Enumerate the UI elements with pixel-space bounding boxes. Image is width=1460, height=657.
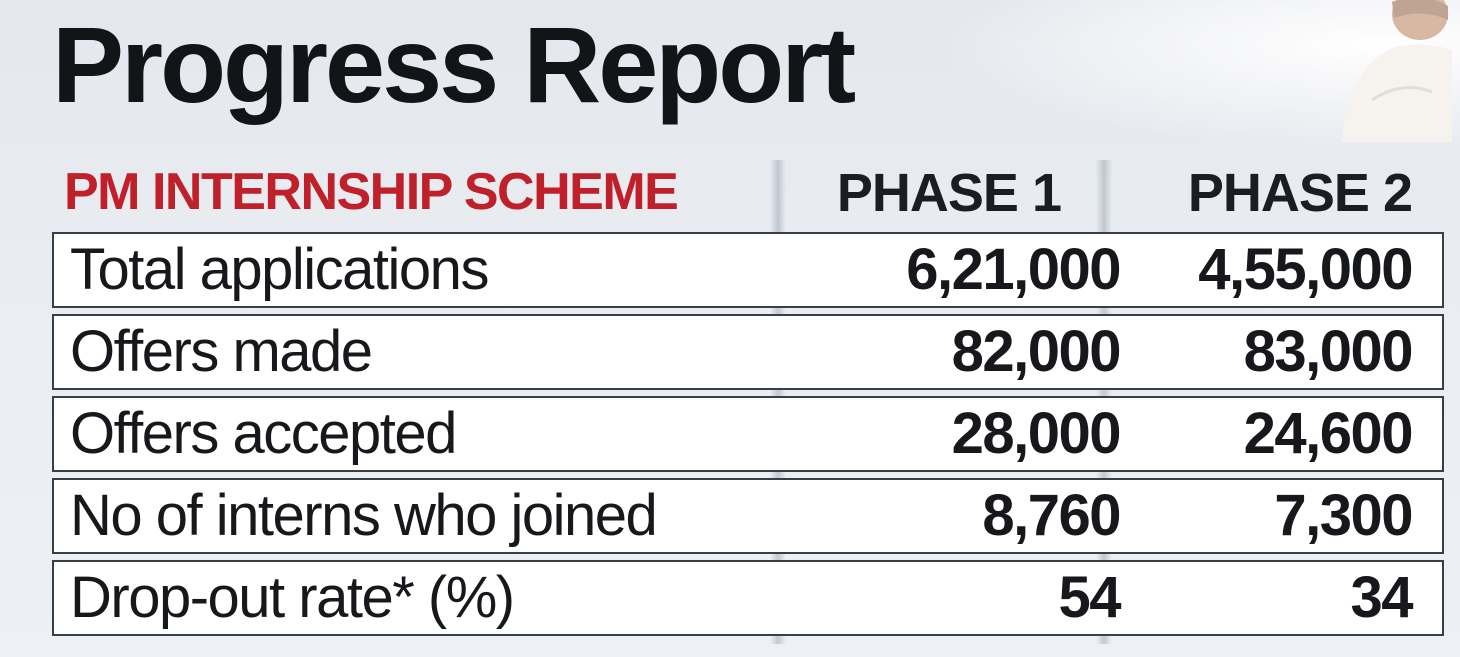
table-row: Offers made 82,000 83,000 [52, 314, 1444, 390]
row-label: No of interns who joined [52, 478, 770, 554]
phase-1-value: 6,21,000 [770, 232, 1154, 308]
page-title: Progress Report [52, 4, 856, 125]
row-label: Total applications [52, 232, 770, 308]
scheme-label: PM INTERNSHIP SCHEME [64, 163, 679, 221]
phase-1-value: 82,000 [770, 314, 1154, 390]
table-row: Drop-out rate* (%) 54 34 [52, 560, 1444, 636]
phase-2-value: 83,000 [1154, 314, 1444, 390]
row-label: Drop-out rate* (%) [52, 560, 770, 636]
phase-2-value: 7,300 [1154, 478, 1444, 554]
column-header-phase-2: PHASE 2 [1187, 163, 1413, 223]
phase-1-value: 28,000 [770, 396, 1154, 472]
row-label: Offers accepted [52, 396, 770, 472]
phase-2-value: 4,55,000 [1154, 232, 1444, 308]
row-label: Offers made [52, 314, 770, 390]
phase-2-value: 24,600 [1154, 396, 1444, 472]
phase-1-value: 8,760 [770, 478, 1154, 554]
person-photo [1342, 0, 1452, 142]
table-row: No of interns who joined 8,760 7,300 [52, 478, 1444, 554]
table-row: Total applications 6,21,000 4,55,000 [52, 232, 1444, 308]
table-row: Offers accepted 28,000 24,600 [52, 396, 1444, 472]
progress-table: Total applications 6,21,000 4,55,000 Off… [52, 226, 1444, 642]
column-header-phase-1: PHASE 1 [836, 163, 1062, 223]
table-header: PM INTERNSHIP SCHEME PHASE 1 PHASE 2 [52, 158, 1444, 230]
phase-1-value: 54 [770, 560, 1154, 636]
phase-2-value: 34 [1154, 560, 1444, 636]
